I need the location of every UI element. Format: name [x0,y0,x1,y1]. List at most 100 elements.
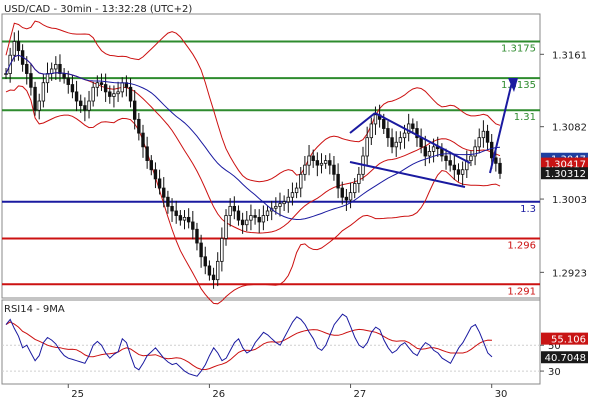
candle-55 [232,196,237,220]
candle-47 [199,234,203,268]
candle-103 [431,138,436,163]
moving-average-line [5,54,501,221]
price-candles [4,30,502,289]
candle-16 [70,75,75,99]
candle-56 [236,205,241,226]
candle-114 [477,128,481,154]
candle-78 [328,153,332,175]
candle-70 [294,182,299,199]
candle-7 [33,81,37,116]
date-label-0: 25 [71,389,84,400]
rsi-grid [2,344,544,372]
date-label-1: 26 [212,389,225,400]
candle-94 [394,131,398,157]
candle-27 [116,81,120,102]
candle-108 [452,154,457,180]
candle-41 [174,200,178,224]
price-axis-ticks: 1.3161 1.3082 1.3003 1.2923 [540,50,587,279]
candle-83 [348,182,353,209]
candle-5 [25,56,29,85]
svg-text:40.7048: 40.7048 [545,353,586,364]
candle-92 [386,121,390,147]
price-badge-1: 1.30417 [541,157,588,171]
level-label-5: 1.291 [507,286,536,297]
level-label-3: 1.3 [520,204,536,215]
candle-12 [54,56,58,80]
candle-74 [311,149,315,168]
svg-text:55.106: 55.106 [551,335,586,346]
candle-53 [224,209,228,246]
candle-101 [423,135,427,167]
rsi-badge-0: 55.106 [541,332,588,346]
candle-107 [448,151,452,172]
price-tick-label-1: 1.3082 [552,123,587,134]
candle-51 [216,252,220,287]
candle-21 [91,81,95,107]
candle-32 [137,112,141,141]
rsi-title: RSI14 - 9MA [4,304,65,315]
candle-26 [112,85,116,108]
candle-119 [498,157,502,179]
rsi-tick-label-0: 50 [548,341,561,352]
rsi-line [5,313,493,377]
candle-75 [315,152,320,177]
rsi-badge-1: 40.7048 [541,351,588,364]
wedge-top-line [374,112,471,164]
chart-title: USD/CAD - 30min - 13:32:28 (UTC+2) [4,4,192,15]
candle-62 [261,205,266,231]
candle-89 [373,106,378,135]
rsi-ma-line [5,321,493,371]
candle-84 [353,177,357,199]
candle-72 [303,156,307,181]
candle-18 [79,94,83,113]
level-label-4: 1.296 [507,240,536,251]
candle-19 [83,97,87,122]
candle-49 [207,260,212,281]
candle-17 [74,80,79,112]
rsi-axis-ticks: 50 30 [548,341,561,378]
candle-9 [41,73,46,108]
candle-38 [162,177,166,208]
candle-116 [485,124,490,150]
date-label-2: 27 [354,389,367,400]
price-plot-frame [1,13,541,299]
candle-115 [481,120,486,148]
candle-76 [319,153,324,174]
candle-54 [228,198,232,227]
candle-68 [286,188,290,213]
candle-23 [99,73,104,91]
candle-71 [299,166,303,198]
candle-77 [323,155,328,169]
rsi-lines [5,313,493,377]
candle-40 [170,198,174,222]
moving-average [5,54,501,221]
candle-93 [390,128,394,154]
candle-52 [220,227,224,272]
candle-82 [344,188,349,211]
candle-39 [166,190,170,214]
candle-22 [95,75,100,97]
candle-66 [278,192,282,217]
candle-24 [103,73,108,102]
candle-34 [145,136,149,169]
candle-112 [469,150,473,167]
candle-37 [157,169,162,195]
candle-63 [265,205,270,222]
candle-33 [141,124,145,158]
candle-48 [203,246,207,275]
wedge-lower-line [349,161,466,188]
candle-58 [245,210,249,232]
price-tick-label-3: 1.2923 [552,268,587,279]
candle-79 [332,156,336,181]
candle-109 [456,163,461,182]
candle-42 [178,210,183,226]
candle-57 [240,212,245,234]
wedge-upper-line [349,112,376,134]
candle-95 [398,131,403,150]
projection-arrow-line [489,81,513,174]
candle-85 [357,166,361,193]
svg-text:1.30312: 1.30312 [545,169,586,180]
candle-46 [195,222,199,251]
